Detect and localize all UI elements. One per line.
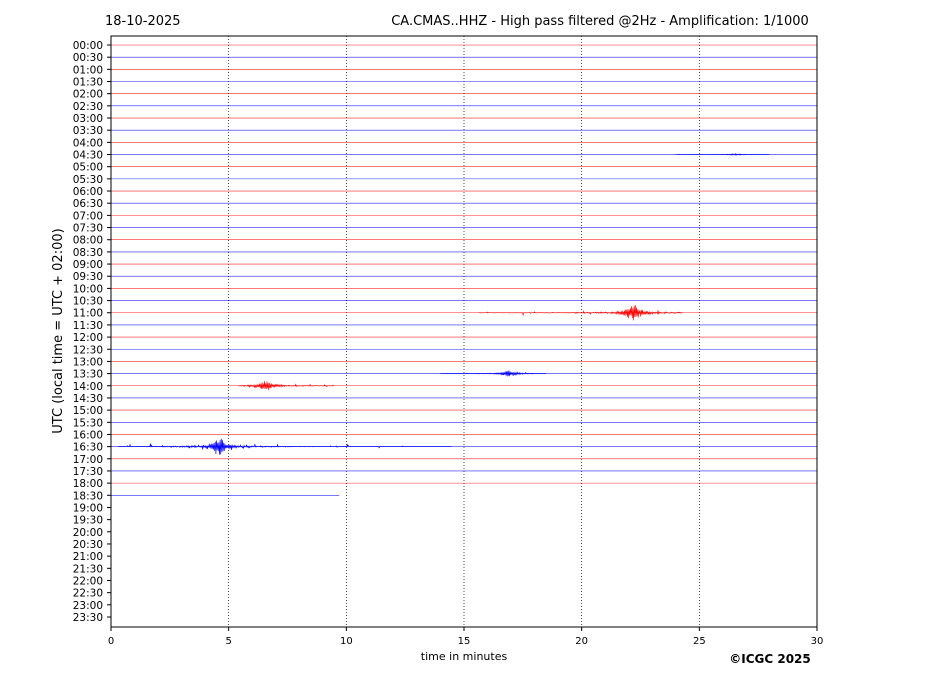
- y-tick-label: 19:30: [73, 515, 103, 527]
- y-tick-label: 15:30: [73, 417, 103, 429]
- y-tick-label: 21:00: [73, 551, 103, 563]
- y-tick-label: 10:30: [73, 296, 103, 308]
- y-tick-label: 08:30: [73, 247, 103, 259]
- y-tick-label: 13:30: [73, 369, 103, 381]
- event: [440, 370, 547, 377]
- y-tick-label: 20:00: [73, 527, 103, 539]
- y-tick-label: 11:30: [73, 320, 103, 332]
- y-tick-label: 11:00: [73, 308, 103, 320]
- y-tick-label: 07:30: [73, 223, 103, 235]
- event: [478, 305, 683, 321]
- y-tick-label: 02:00: [73, 89, 103, 101]
- y-tick-label: 03:00: [73, 113, 103, 125]
- y-tick-label: 17:00: [73, 454, 103, 466]
- y-tick-label: 18:00: [73, 478, 103, 490]
- y-tick-label: 23:00: [73, 600, 103, 612]
- y-tick-label: 17:30: [73, 466, 103, 478]
- x-tick-label: 5: [225, 636, 231, 647]
- event: [118, 438, 452, 455]
- y-tick-label: 08:00: [73, 235, 103, 247]
- y-tick-label: 01:00: [73, 64, 103, 76]
- y-tick-label: 10:00: [73, 283, 103, 295]
- y-tick-label: 07:00: [73, 210, 103, 222]
- y-tick-label: 16:30: [73, 442, 103, 454]
- chart-title: CA.CMAS..HHZ - High pass filtered @2Hz -…: [391, 14, 809, 29]
- y-tick-label: 12:30: [73, 344, 103, 356]
- event: [675, 152, 770, 156]
- y-tick-label: 15:00: [73, 405, 103, 417]
- event: [237, 381, 335, 391]
- y-tick-label: 13:00: [73, 356, 103, 368]
- x-tick-label: 0: [108, 636, 114, 647]
- y-tick-label: 00:30: [73, 52, 103, 64]
- y-tick-label: 04:00: [73, 137, 103, 149]
- y-tick-label: 09:00: [73, 259, 103, 271]
- x-axis-label: time in minutes: [421, 650, 508, 663]
- y-tick-label: 19:00: [73, 502, 103, 514]
- credit: ©ICGC 2025: [729, 652, 811, 666]
- y-tick-label: 12:00: [73, 332, 103, 344]
- x-tick-label: 15: [458, 636, 471, 647]
- y-tick-label: 03:30: [73, 125, 103, 137]
- y-tick-label: 22:30: [73, 588, 103, 600]
- y-tick-label: 00:00: [73, 40, 103, 52]
- y-tick-label: 20:30: [73, 539, 103, 551]
- y-tick-label: 14:00: [73, 381, 103, 393]
- y-tick-label: 05:00: [73, 162, 103, 174]
- y-tick-label: 22:00: [73, 575, 103, 587]
- x-tick-label: 10: [340, 636, 353, 647]
- y-tick-label: 09:30: [73, 271, 103, 283]
- y-tick-label: 05:30: [73, 174, 103, 186]
- y-tick-label: 18:30: [73, 490, 103, 502]
- x-tick-label: 20: [575, 636, 588, 647]
- plot-frame: [110, 35, 818, 628]
- x-tick-label: 30: [811, 636, 824, 647]
- y-tick-label: 06:00: [73, 186, 103, 198]
- chart-date: 18-10-2025: [105, 14, 181, 29]
- y-tick-label: 02:30: [73, 101, 103, 113]
- x-tick-label: 25: [693, 636, 706, 647]
- y-tick-label: 01:30: [73, 77, 103, 89]
- y-tick-label: 14:30: [73, 393, 103, 405]
- y-tick-label: 16:00: [73, 429, 103, 441]
- y-tick-label: 21:30: [73, 563, 103, 575]
- y-tick-label: 04:30: [73, 150, 103, 162]
- y-tick-label: 23:30: [73, 612, 103, 624]
- y-tick-label: 06:30: [73, 198, 103, 210]
- y-axis-label: UTC (local time = UTC + 02:00): [51, 228, 66, 433]
